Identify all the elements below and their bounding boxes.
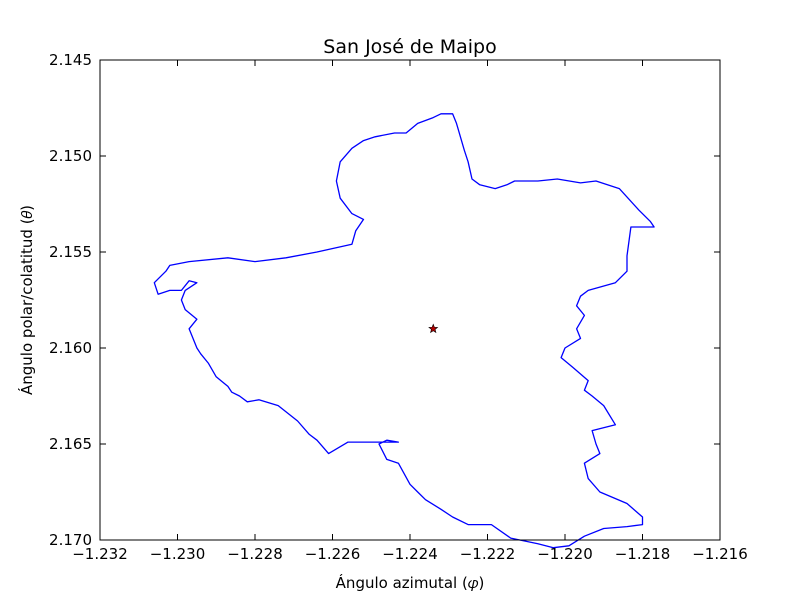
chart-title: San José de Maipo [323,36,496,58]
y-tick-label: 2.155 [49,243,92,261]
x-tick-label: −1.224 [382,545,438,563]
x-tick-label: −1.216 [692,545,748,563]
x-tick-label: −1.222 [460,545,516,563]
y-axis: 2.145 2.150 2.155 2.160 2.165 2.170 [49,51,720,549]
center-star-marker [428,323,439,334]
x-tick-label: −1.220 [537,545,593,563]
y-axis-label: Ángulo polar/colatitud (𝜃) [17,205,36,395]
y-tick-label: 2.145 [49,51,92,69]
y-tick-label: 2.150 [49,147,92,165]
y-tick-label: 2.165 [49,435,92,453]
plot-area [153,113,655,549]
x-axis: −1.232 −1.230 −1.228 −1.226 −1.224 −1.222 −1.2… [72,60,748,563]
boundary-line [153,113,655,549]
x-tick-label: −1.218 [615,545,671,563]
x-axis-label: Ángulo azimutal (𝜑) [336,573,485,592]
y-tick-label: 2.160 [49,339,92,357]
x-tick-label: −1.230 [150,545,206,563]
x-tick-label: −1.232 [72,545,128,563]
x-tick-label: −1.228 [227,545,283,563]
y-tick-label: 2.170 [49,531,92,549]
x-tick-label: −1.226 [305,545,361,563]
